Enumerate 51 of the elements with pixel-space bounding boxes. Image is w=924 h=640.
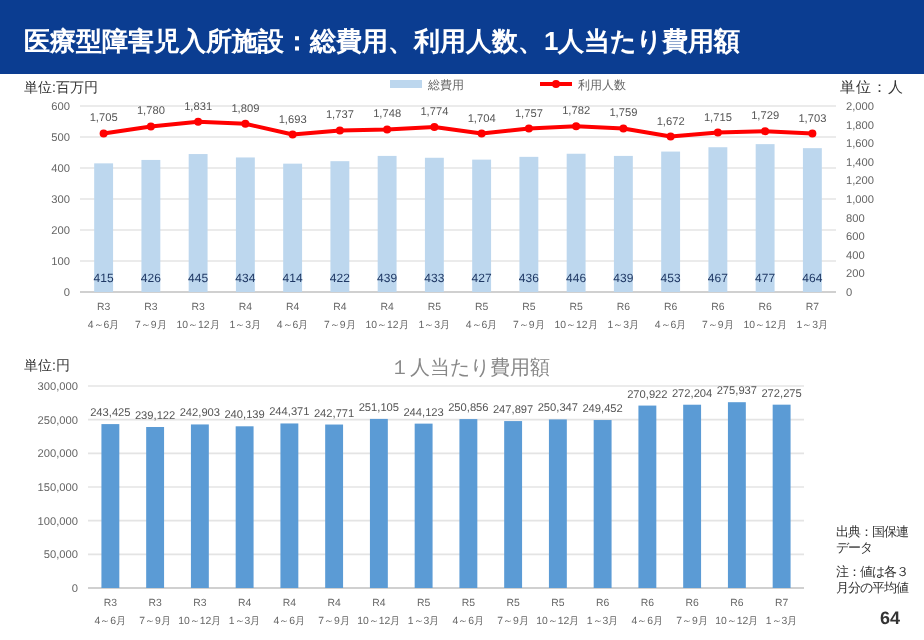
bar (146, 426, 165, 588)
bar (325, 424, 344, 588)
point (666, 132, 675, 141)
bar (593, 420, 612, 588)
bar (613, 155, 633, 292)
bar (504, 421, 523, 588)
point (572, 122, 581, 131)
bar (548, 419, 567, 588)
point (713, 128, 722, 137)
bar (708, 147, 728, 292)
bar (190, 424, 209, 588)
point (194, 117, 203, 126)
bar (727, 402, 746, 588)
bar (755, 144, 775, 292)
bar (424, 157, 444, 292)
point (383, 125, 392, 134)
point (619, 124, 628, 133)
point (430, 123, 439, 132)
point (808, 129, 817, 138)
bar (235, 426, 254, 588)
text: 64 (880, 608, 901, 628)
bar (519, 156, 539, 292)
bar (101, 424, 120, 588)
point (477, 129, 486, 138)
point (99, 129, 108, 138)
bar (802, 148, 822, 292)
bar (772, 404, 791, 588)
bar (283, 163, 303, 292)
bar (369, 418, 388, 588)
bar (661, 151, 681, 292)
bar (330, 161, 350, 292)
point (146, 122, 155, 131)
bar (141, 159, 161, 292)
point (524, 124, 533, 133)
bar (566, 153, 586, 292)
point (335, 126, 344, 135)
bar (414, 423, 433, 588)
chart-title: 医療型障害児入所施設：総費用、利用人数、1人当たり費用額 (24, 26, 741, 56)
bar (94, 163, 114, 292)
bar (472, 159, 492, 292)
point (761, 127, 770, 136)
point (241, 119, 250, 128)
bar (377, 155, 397, 292)
point (288, 130, 297, 139)
bar (683, 404, 702, 588)
bar (188, 154, 208, 292)
bar (459, 419, 478, 588)
bar (235, 157, 255, 292)
chart-title: １人当たり費用額 (390, 356, 550, 380)
bar (638, 405, 657, 588)
bar (280, 423, 299, 588)
